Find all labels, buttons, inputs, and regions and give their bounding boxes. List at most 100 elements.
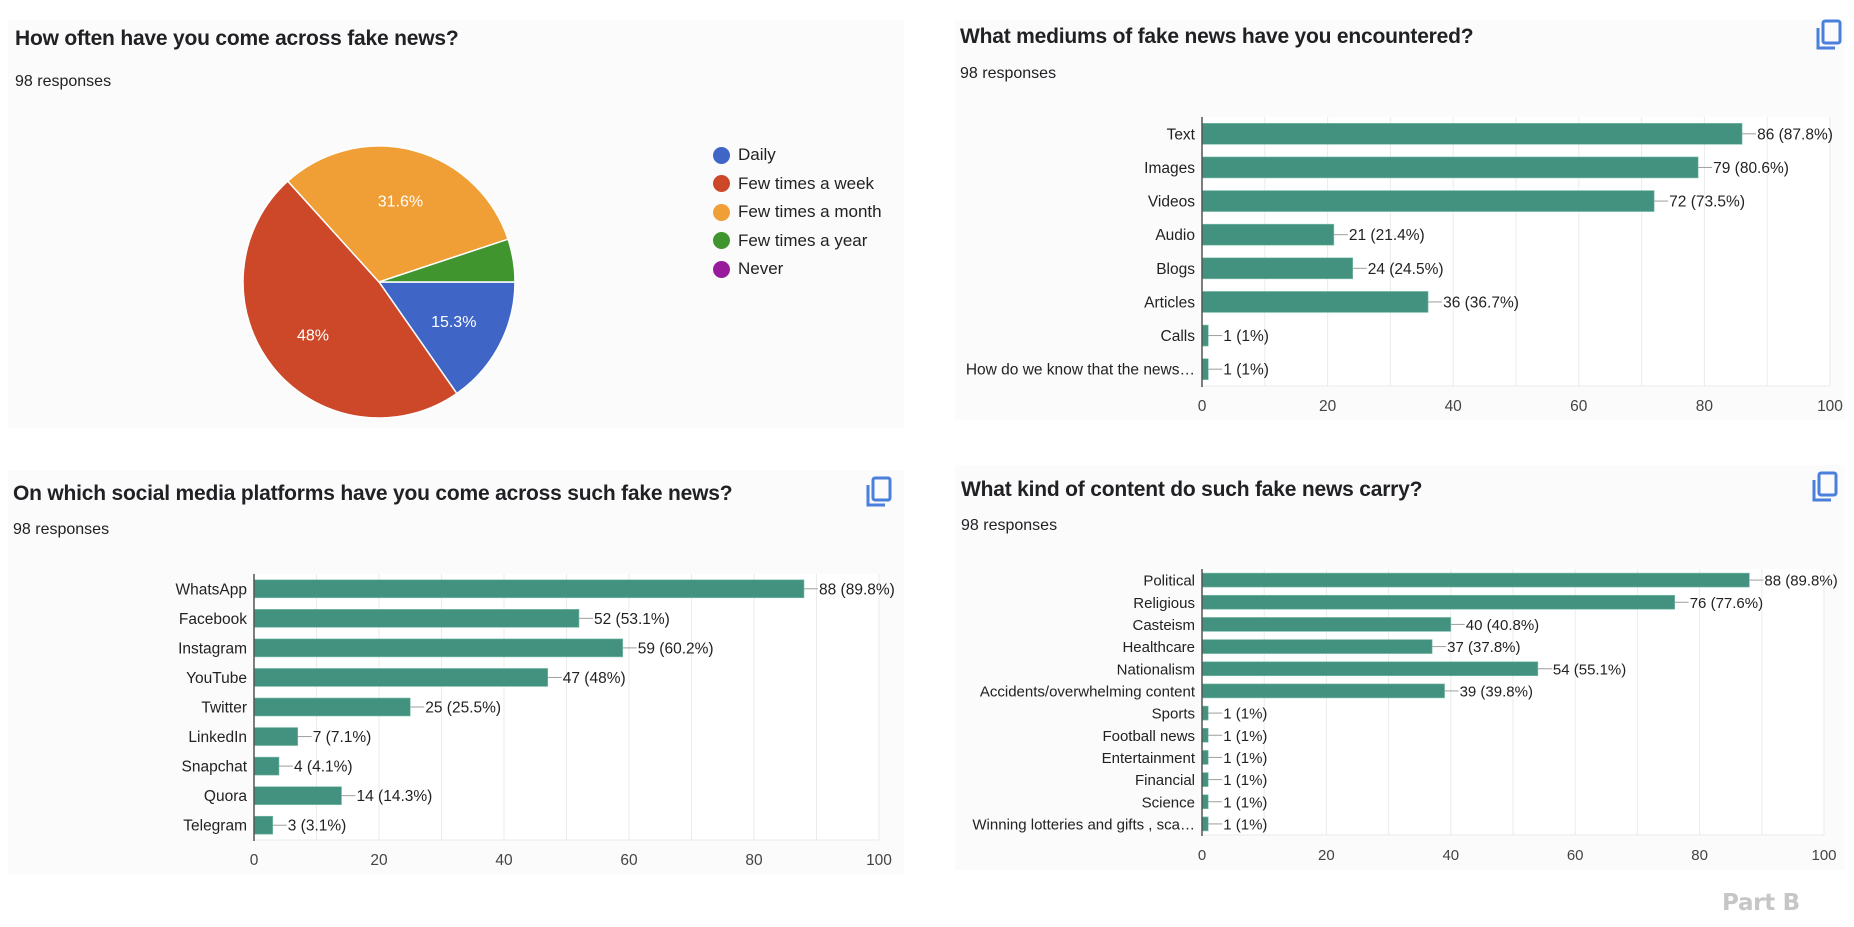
bar: [1201, 794, 1209, 810]
data-label: 79 (80.6%): [1713, 160, 1789, 177]
category-label: Blogs: [1156, 261, 1195, 278]
data-label: 88 (89.8%): [1764, 573, 1837, 590]
legend-label: Few times a month: [738, 202, 882, 222]
platforms-bar-chart: 88 (89.8%) WhatsApp 52 (53.1%) Facebook 59 (…: [175, 574, 895, 869]
bar: [1201, 750, 1209, 765]
bar: [1201, 661, 1539, 677]
category-label: Images: [1144, 160, 1195, 177]
category-label: Nationalism: [1117, 661, 1195, 678]
bar: [253, 697, 411, 717]
data-label: 1 (1%): [1223, 728, 1267, 745]
data-label: 54 (55.1%): [1553, 661, 1626, 678]
frequency-title: How often have you come across fake news…: [15, 27, 459, 50]
bar: [1201, 358, 1209, 380]
content-response-count: 98 responses: [961, 517, 1058, 534]
bar: [1201, 705, 1209, 721]
legend-label: Few times a week: [738, 173, 875, 193]
data-label: 37 (37.8%): [1447, 639, 1520, 656]
category-label: Instagram: [178, 640, 247, 657]
x-tick-label: 80: [1696, 398, 1714, 415]
category-label: Religious: [1133, 595, 1195, 612]
bar: [253, 786, 342, 805]
pie-data-label: 31.6%: [378, 193, 423, 210]
bar: [1201, 639, 1433, 654]
legend-swatch: [713, 260, 730, 278]
data-label: 1 (1%): [1223, 750, 1267, 767]
legend-item: Daily: [713, 141, 882, 170]
x-tick-label: 100: [1817, 398, 1843, 415]
data-label: 4 (4.1%): [294, 759, 353, 776]
category-label: Twitter: [201, 700, 247, 717]
x-tick-label: 60: [1570, 398, 1588, 415]
pie-data-label: 48%: [297, 328, 329, 345]
category-label: Financial: [1135, 772, 1195, 789]
category-label: Calls: [1161, 328, 1196, 345]
category-label: Quora: [204, 788, 247, 805]
data-label: 59 (60.2%): [638, 640, 714, 657]
bar: [1201, 594, 1676, 610]
legend-swatch: [713, 203, 730, 221]
bar: [1201, 727, 1209, 743]
data-label: 1 (1%): [1223, 362, 1269, 379]
data-label: 72 (73.5%): [1669, 194, 1745, 211]
copy-chart-button[interactable]: [865, 476, 893, 508]
data-label: 1 (1%): [1223, 794, 1267, 811]
data-label: 52 (53.1%): [594, 611, 670, 628]
category-label: Science: [1142, 794, 1195, 811]
frequency-response-count: 98 responses: [15, 73, 112, 90]
x-tick-label: 60: [620, 852, 638, 869]
pie-data-label: 15.3%: [431, 314, 476, 331]
legend-label: Never: [738, 259, 784, 279]
category-label: How do we know that the news…: [966, 362, 1195, 379]
bar: [1201, 324, 1209, 347]
data-label: 14 (14.3%): [357, 788, 433, 805]
bar: [1201, 223, 1335, 246]
x-tick-label: 80: [745, 852, 763, 869]
content-bar-chart: 88 (89.8%) Political 76 (77.6%) Religious 40…: [972, 569, 1838, 864]
content-title: What kind of content do such fake news c…: [961, 478, 1423, 501]
data-label: 3 (3.1%): [288, 818, 347, 835]
mediums-bar-chart: 86 (87.8%) Text 79 (80.6%) Images 72 (73.5%)…: [966, 117, 1843, 415]
category-label: Telegram: [183, 818, 247, 835]
watermark-part-b: Part B: [1722, 890, 1800, 916]
x-tick-label: 0: [250, 852, 259, 869]
copy-icon: [1817, 471, 1838, 497]
bar: [253, 668, 549, 687]
copy-chart-button[interactable]: [1815, 19, 1843, 51]
pie-slice-few-times-a-week: [242, 180, 458, 419]
bar: [1201, 257, 1354, 280]
frequency-pie-chart: 15.3% 48% 31.6%: [242, 145, 516, 419]
x-tick-label: 40: [1445, 398, 1463, 415]
pie-slice-few-times-a-year: [378, 238, 516, 283]
copy-chart-button[interactable]: [1811, 471, 1839, 503]
pie-slice-daily: [377, 281, 516, 395]
bar: [1201, 617, 1452, 632]
category-label: Snapchat: [182, 759, 248, 776]
platforms-response-count: 98 responses: [13, 521, 110, 538]
bar: [1201, 291, 1429, 313]
category-label: Political: [1143, 573, 1195, 590]
data-label: 47 (48%): [563, 670, 626, 687]
legend-swatch: [713, 232, 730, 250]
category-label: YouTube: [186, 670, 247, 687]
data-label: 40 (40.8%): [1466, 617, 1539, 634]
data-label: 88 (89.8%): [819, 581, 895, 598]
bar: [253, 815, 274, 835]
mediums-title: What mediums of fake news have you encou…: [960, 25, 1474, 48]
legend-label: Daily: [738, 145, 776, 165]
x-tick-label: 40: [1442, 847, 1459, 864]
legend-label: Few times a year: [738, 230, 868, 250]
category-label: Winning lotteries and gifts , sca…: [972, 816, 1195, 833]
data-label: 7 (7.1%): [313, 729, 372, 746]
data-label: 1 (1%): [1223, 328, 1269, 345]
x-tick-label: 40: [495, 852, 513, 869]
legend-item: Few times a year: [713, 227, 882, 256]
x-tick-label: 20: [1318, 847, 1335, 864]
bar: [253, 579, 805, 599]
category-label: Text: [1167, 126, 1196, 143]
bar: [1201, 190, 1655, 212]
bar: [253, 638, 624, 658]
category-label: Entertainment: [1102, 750, 1196, 767]
legend-item: Never: [713, 255, 882, 284]
data-label: 39 (39.8%): [1460, 683, 1533, 700]
